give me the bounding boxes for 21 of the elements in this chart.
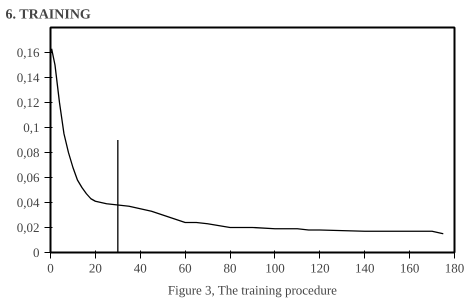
y-tick-label: 0,16	[16, 45, 40, 60]
y-tick-label: 0,06	[16, 170, 40, 185]
y-tick-label: 0	[33, 245, 40, 260]
x-tick-label: 80	[224, 260, 237, 276]
x-tick-label: 20	[88, 260, 102, 276]
x-tick-label: 40	[134, 260, 147, 276]
x-tick-label: 100	[265, 260, 285, 276]
caption: Figure 3, The training procedure	[168, 282, 338, 298]
x-tick-label: 0	[47, 260, 54, 276]
y-tick-label: 0,04	[16, 195, 40, 210]
x-tick-label: 160	[400, 260, 420, 276]
chart-title: 6. TRAINING	[6, 8, 91, 22]
y-tick-label: 0,08	[16, 145, 40, 160]
x-tick-label: 140	[354, 260, 374, 276]
y-tick-label: 0,14	[16, 70, 40, 85]
y-tick-label: 0,02	[16, 220, 40, 235]
x-tick-label: 180	[444, 260, 464, 276]
y-tick-label: 0,12	[16, 95, 40, 110]
y-tick-label: 0,1	[23, 120, 40, 135]
x-tick-label: 60	[178, 260, 192, 276]
x-tick-label: 120	[310, 260, 330, 276]
